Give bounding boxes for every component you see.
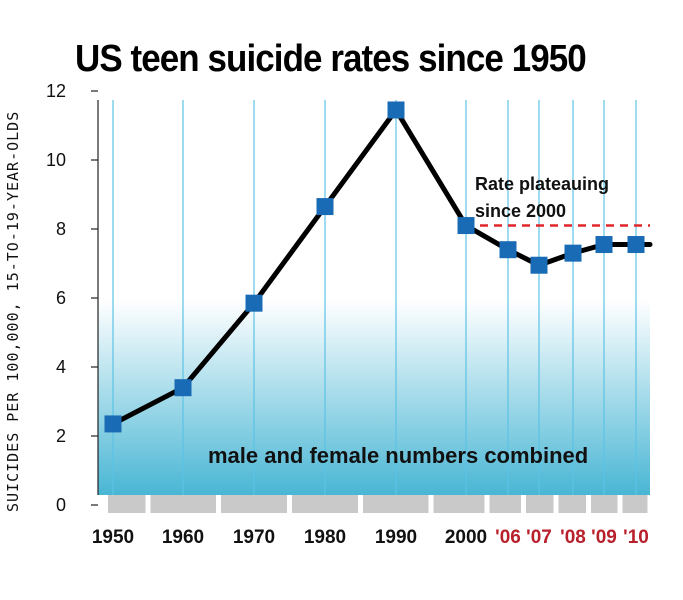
x-band-segment [558,495,586,513]
data-point-2009 [595,236,613,254]
x-tick-label-2006: '06 [495,527,521,548]
chart-title: US teen suicide rates since 1950 [75,38,587,80]
annotation-line-2: since 2000 [475,201,566,221]
annotation-line-1: Rate plateauing [475,174,609,194]
x-band-segment [363,495,429,513]
x-tick-label-1980: 1980 [304,527,346,548]
data-point-2008 [564,244,582,262]
x-tick-label-1970: 1970 [233,527,275,548]
x-band-segment [489,495,521,513]
x-tick-label-2008: '08 [560,527,586,548]
x-band-segment [221,495,287,513]
x-tick-label-1950: 1950 [92,527,134,548]
y-tick-label-0: 0 [56,495,66,515]
x-band-segment [433,495,485,513]
data-point-2000 [457,217,475,235]
x-band-segment [108,495,146,513]
y-axis: 0 2 4 6 8 10 12 [46,81,99,515]
data-point-2006 [499,241,517,259]
data-point-1950 [104,415,122,433]
x-tick-label-1990: 1990 [375,527,417,548]
x-axis-labels: 1950 1960 1970 1980 1990 2000 '06'07 '08'09 '10 [92,527,649,548]
data-point-1990 [387,101,405,119]
x-tick-label-2010: '10 [623,527,649,548]
x-tick-label-2009: '09 [591,527,617,548]
x-band-segment [150,495,216,513]
y-tick-label-8: 8 [56,219,66,239]
x-tick-label-2007: '07 [526,527,552,548]
y-tick-label-4: 4 [56,357,66,377]
data-point-1970 [245,294,263,312]
data-point-1960 [174,379,192,397]
y-tick-label-6: 6 [56,288,66,308]
x-band-segment [526,495,554,513]
x-band-segment [591,495,618,513]
y-tick-label-10: 10 [46,150,66,170]
y-tick-label-2: 2 [56,426,66,446]
x-band-segment [622,495,648,513]
series-rate [104,101,653,433]
x-tick-label-1960: 1960 [162,527,204,548]
note-text: male and female numbers combined [208,443,588,468]
data-point-2007 [530,256,548,274]
x-band-segment [292,495,358,513]
gridlines [112,100,637,495]
data-point-1980 [316,198,334,216]
x-axis-band [108,495,648,513]
lower-fill-region [98,300,650,495]
data-point-2010 [627,236,645,254]
y-tick-label-12: 12 [46,81,66,101]
x-tick-label-2000: 2000 [445,527,487,548]
